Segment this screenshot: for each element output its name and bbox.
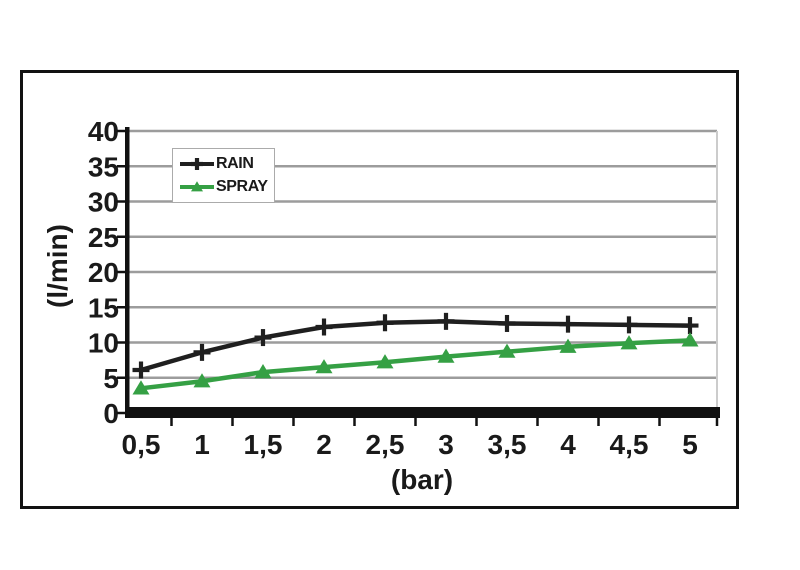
svg-text:5: 5 — [103, 363, 119, 394]
svg-text:4: 4 — [560, 429, 576, 460]
legend-item-rain: RAIN — [179, 155, 274, 173]
svg-text:3,5: 3,5 — [488, 429, 527, 460]
svg-text:2: 2 — [316, 429, 332, 460]
chart-frame: 0 5 10 15 20 25 30 35 40 0,5 1 1,5 2 2,5 3 3,5 4 4,5 5 (l/… — [20, 70, 739, 509]
svg-text:4,5: 4,5 — [610, 429, 649, 460]
svg-text:0: 0 — [103, 398, 119, 429]
svg-text:1,5: 1,5 — [244, 429, 283, 460]
series-rain — [132, 312, 699, 379]
series-spray — [132, 332, 699, 395]
spray-triangle-marker-icon — [179, 179, 215, 195]
legend-item-spray: SPRAY — [179, 178, 274, 196]
rain-plus-marker-icon — [179, 156, 215, 172]
svg-text:15: 15 — [88, 292, 119, 323]
svg-text:35: 35 — [88, 151, 119, 182]
flow-vs-pressure-chart: 0 5 10 15 20 25 30 35 40 0,5 1 1,5 2 2,5 3 3,5 4 4,5 5 — [88, 116, 720, 460]
svg-text:1: 1 — [194, 429, 210, 460]
svg-text:20: 20 — [88, 257, 119, 288]
svg-text:30: 30 — [88, 187, 119, 218]
svg-text:40: 40 — [88, 116, 119, 147]
y-axis-ticks — [117, 129, 127, 415]
y-axis-title: (l/min) — [42, 224, 73, 308]
svg-text:2,5: 2,5 — [366, 429, 405, 460]
y-axis-line — [125, 127, 130, 418]
svg-text:5: 5 — [682, 429, 698, 460]
svg-text:0,5: 0,5 — [122, 429, 161, 460]
x-axis-ticks — [170, 418, 719, 426]
legend-box: RAIN SPRAY — [172, 148, 275, 203]
x-axis-title: (bar) — [390, 464, 454, 495]
x-axis-tick-labels: 0,5 1 1,5 2 2,5 3 3,5 4 4,5 5 — [122, 429, 698, 460]
legend-label-spray: SPRAY — [216, 178, 268, 196]
svg-text:10: 10 — [88, 328, 119, 359]
svg-text:25: 25 — [88, 222, 119, 253]
svg-text:3: 3 — [438, 429, 454, 460]
y-axis-tick-labels: 0 5 10 15 20 25 30 35 40 — [88, 116, 119, 429]
x-axis-line — [125, 407, 720, 418]
legend-label-rain: RAIN — [216, 154, 254, 172]
